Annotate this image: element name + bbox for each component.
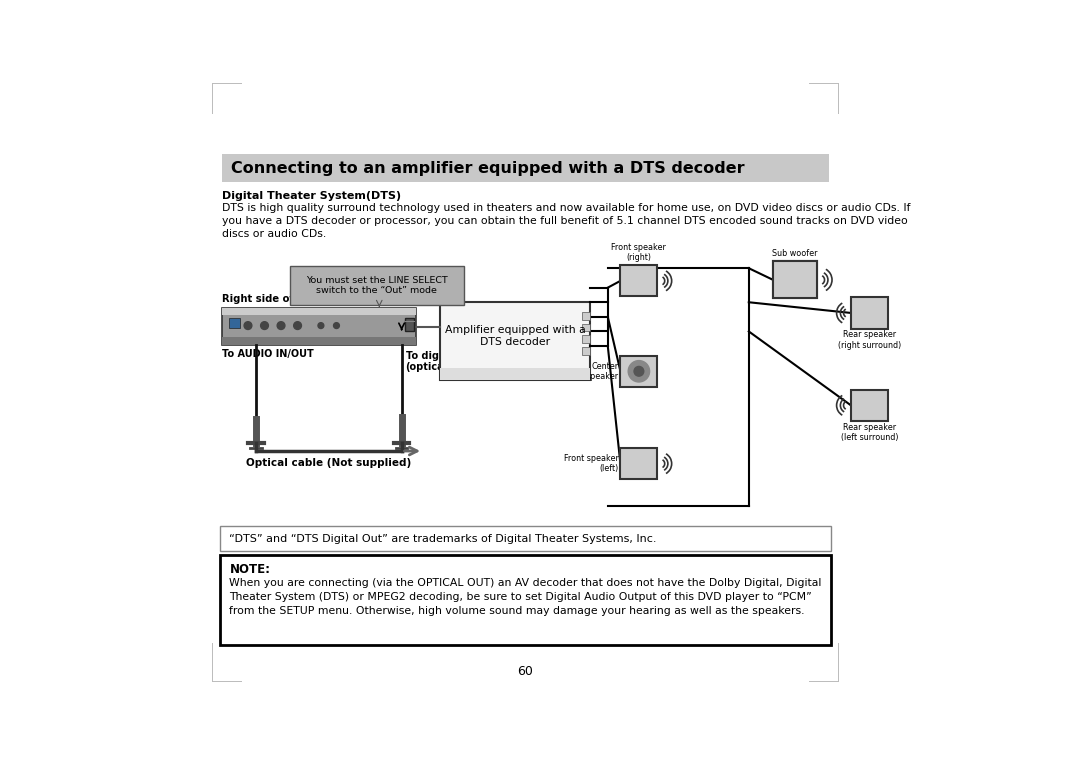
Text: Optical cable (Not supplied): Optical cable (Not supplied) bbox=[246, 458, 411, 468]
FancyBboxPatch shape bbox=[405, 318, 415, 331]
Text: Sub woofer: Sub woofer bbox=[772, 250, 818, 259]
Text: “DTS” and “DTS Digital Out” are trademarks of Digital Theater Systems, Inc.: “DTS” and “DTS Digital Out” are trademar… bbox=[229, 533, 657, 543]
Circle shape bbox=[260, 322, 269, 330]
FancyBboxPatch shape bbox=[221, 154, 829, 182]
Text: Right side of unit: Right side of unit bbox=[221, 295, 320, 304]
FancyBboxPatch shape bbox=[851, 298, 888, 329]
FancyBboxPatch shape bbox=[229, 318, 240, 327]
Text: 60: 60 bbox=[517, 665, 534, 678]
Text: To digital audio input
(optical): To digital audio input (optical) bbox=[405, 351, 523, 372]
FancyBboxPatch shape bbox=[219, 555, 832, 645]
FancyBboxPatch shape bbox=[221, 308, 416, 345]
Text: Rear speaker
(right surround): Rear speaker (right surround) bbox=[838, 330, 901, 350]
Text: Front speaker
(left): Front speaker (left) bbox=[564, 454, 619, 473]
Circle shape bbox=[244, 322, 252, 330]
Text: Digital Theater System(DTS): Digital Theater System(DTS) bbox=[221, 192, 401, 201]
FancyBboxPatch shape bbox=[582, 347, 591, 355]
Text: DTS is high quality surround technology used in theaters and now available for h: DTS is high quality surround technology … bbox=[221, 203, 910, 240]
FancyBboxPatch shape bbox=[221, 308, 416, 315]
FancyBboxPatch shape bbox=[582, 312, 591, 320]
Text: Amplifier equipped with a
DTS decoder: Amplifier equipped with a DTS decoder bbox=[445, 326, 585, 347]
FancyBboxPatch shape bbox=[773, 262, 816, 298]
Text: Connecting to an amplifier equipped with a DTS decoder: Connecting to an amplifier equipped with… bbox=[231, 160, 745, 175]
FancyBboxPatch shape bbox=[582, 335, 591, 343]
FancyBboxPatch shape bbox=[582, 324, 591, 331]
Circle shape bbox=[634, 366, 644, 376]
Circle shape bbox=[334, 323, 339, 329]
FancyBboxPatch shape bbox=[221, 337, 416, 345]
Circle shape bbox=[278, 322, 285, 330]
FancyBboxPatch shape bbox=[851, 390, 888, 421]
FancyBboxPatch shape bbox=[620, 448, 658, 479]
FancyBboxPatch shape bbox=[773, 262, 816, 298]
FancyBboxPatch shape bbox=[289, 266, 463, 305]
Circle shape bbox=[294, 322, 301, 330]
Circle shape bbox=[629, 361, 649, 382]
Text: Rear speaker
(left surround): Rear speaker (left surround) bbox=[840, 423, 899, 443]
Text: You must set the LINE SELECT
switch to the “Out” mode: You must set the LINE SELECT switch to t… bbox=[306, 276, 448, 295]
Polygon shape bbox=[773, 262, 816, 298]
Text: Center
speaker: Center speaker bbox=[586, 362, 619, 381]
FancyBboxPatch shape bbox=[219, 526, 832, 551]
Text: NOTE:: NOTE: bbox=[229, 563, 270, 576]
FancyBboxPatch shape bbox=[440, 369, 591, 380]
Circle shape bbox=[318, 323, 324, 329]
Text: Front speaker
(right): Front speaker (right) bbox=[611, 243, 666, 262]
FancyBboxPatch shape bbox=[620, 356, 658, 387]
FancyBboxPatch shape bbox=[620, 266, 658, 296]
FancyBboxPatch shape bbox=[440, 302, 591, 380]
Text: When you are connecting (via the OPTICAL OUT) an AV decoder that does not have t: When you are connecting (via the OPTICAL… bbox=[229, 578, 822, 616]
Text: To AUDIO IN/OUT: To AUDIO IN/OUT bbox=[221, 349, 313, 359]
